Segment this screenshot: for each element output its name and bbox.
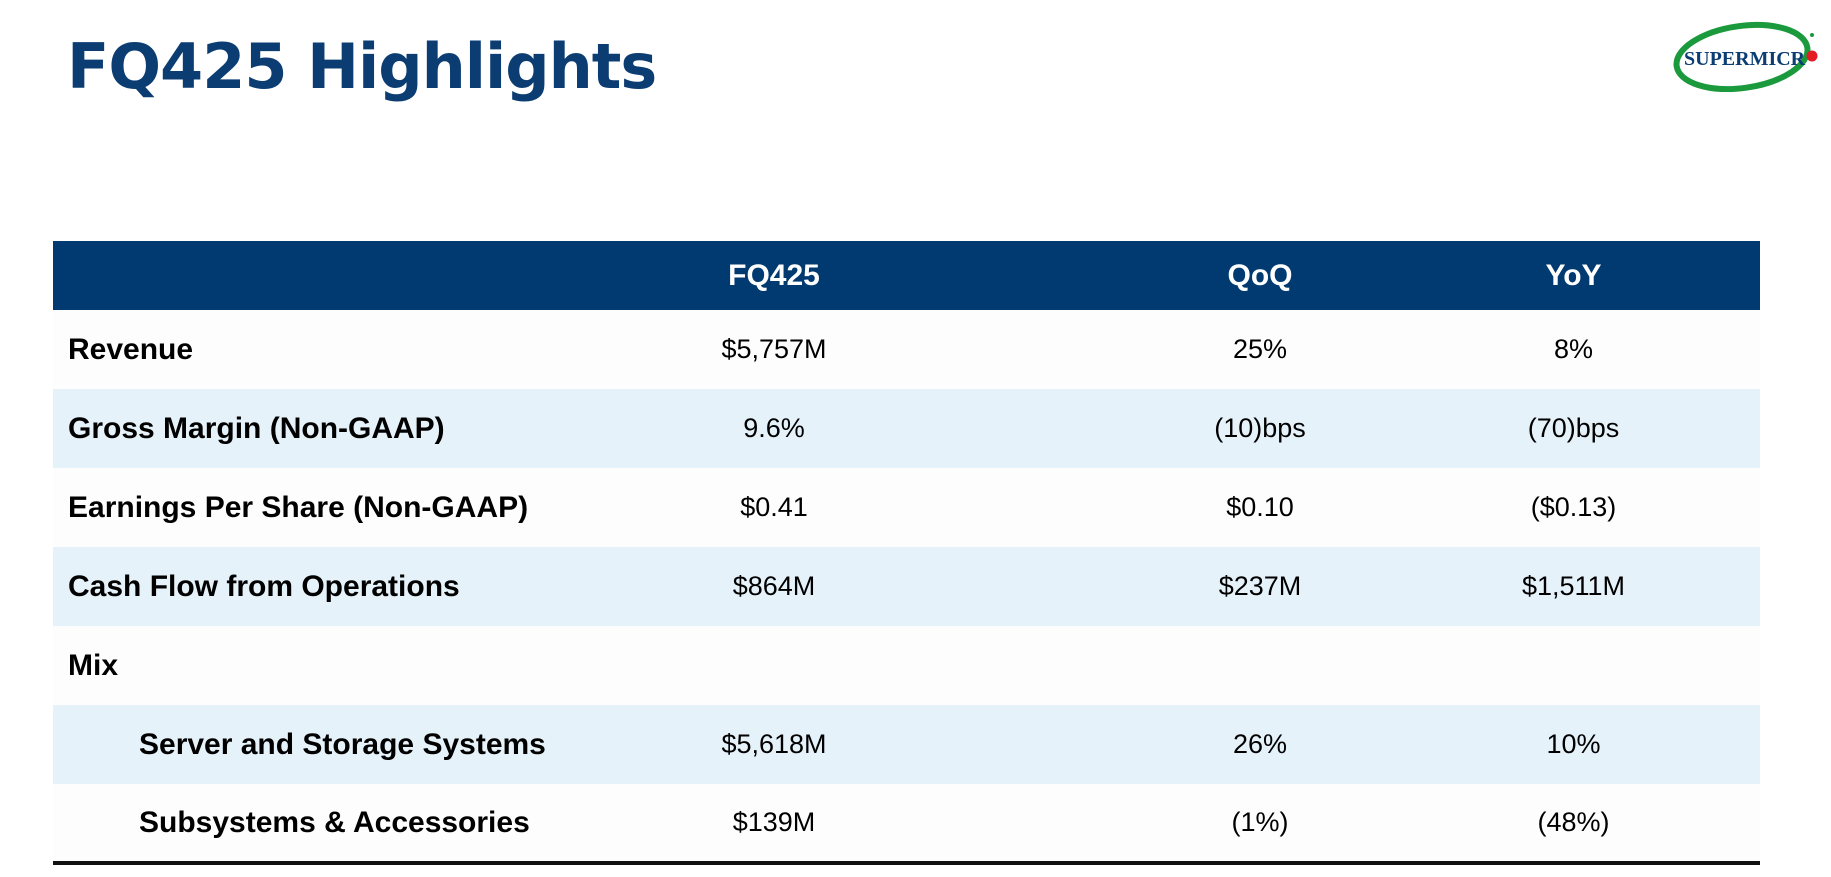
cell-fq425-value: $864M (732, 571, 816, 601)
row-label: Server and Storage Systems (139, 727, 546, 761)
cell-fq425-value: 9.6% (743, 413, 805, 443)
cell-fq425: 9.6% (613, 389, 1133, 468)
header-yoy: YoY (1545, 258, 1602, 292)
header-fq425-text: FQ425 (728, 258, 820, 292)
logo-small-dot (1810, 33, 1814, 37)
header-label (53, 241, 613, 310)
row-label: Subsystems & Accessories (139, 805, 530, 839)
logo-dot (1806, 50, 1818, 62)
table-row-eps: Earnings Per Share (Non-GAAP) $0.41 $0.1… (53, 468, 1760, 547)
supermicro-logo: SUPERMICR (1673, 21, 1818, 92)
header-qoq: QoQ (1227, 258, 1293, 292)
cell-fq425: $0.41 (613, 468, 1133, 547)
table-row-cash-flow: Cash Flow from Operations $864M $237M $1… (53, 547, 1760, 626)
row-label: Cash Flow from Operations (68, 569, 460, 603)
table-row-mix: Mix (53, 626, 1760, 705)
cell-fq425-value: $139M (732, 807, 816, 837)
cell-fq425: $864M (613, 547, 1133, 626)
cell-qoq: 26% (1232, 729, 1288, 759)
cell-yoy (1387, 626, 1760, 705)
row-label: Earnings Per Share (Non-GAAP) (68, 490, 529, 524)
logo-text: SUPERMICR (1684, 48, 1806, 70)
logo-ring (1673, 21, 1811, 92)
cell-yoy: ($0.13) (1530, 492, 1617, 522)
cell-fq425: $5,757M (613, 310, 1133, 389)
cell-qoq: $0.10 (1226, 492, 1294, 522)
cell-qoq: (10)bps (1214, 413, 1306, 443)
highlights-table: FQ425 QoQ YoY Revenue $5,757M 25% 8% Gro… (53, 241, 1760, 865)
cell-fq425 (613, 626, 1133, 705)
cell-qoq: $237M (1218, 571, 1302, 601)
cell-yoy: 10% (1546, 729, 1601, 759)
cell-fq425: $139M (613, 784, 1133, 863)
row-label: Revenue (68, 332, 194, 366)
cell-fq425: $5,618M (613, 705, 1133, 784)
page-title: FQ425 Highlights (67, 30, 657, 103)
cell-fq425-value: $0.41 (740, 492, 808, 522)
cell-fq425-value: $5,618M (721, 729, 827, 759)
table-row-revenue: Revenue $5,757M 25% 8% (53, 310, 1760, 389)
cell-yoy: (70)bps (1527, 413, 1620, 443)
cell-fq425-value: $5,757M (721, 334, 827, 364)
cell-qoq: 25% (1232, 334, 1288, 364)
table-header-row: FQ425 QoQ YoY (53, 241, 1760, 310)
cell-qoq (1133, 626, 1387, 705)
table-row-gross-margin: Gross Margin (Non-GAAP) 9.6% (10)bps (70… (53, 389, 1760, 468)
cell-yoy: 8% (1553, 334, 1594, 364)
row-label: Gross Margin (Non-GAAP) (68, 411, 445, 445)
header-fq425: FQ425 (613, 241, 1133, 310)
table-row-server-storage: Server and Storage Systems $5,618M 26% 1… (53, 705, 1760, 784)
table-row-subsystems: Subsystems & Accessories $139M (1%) (48%… (53, 784, 1760, 863)
row-label: Mix (68, 648, 119, 682)
cell-yoy: $1,511M (1521, 571, 1626, 601)
cell-yoy: (48%) (1537, 807, 1610, 837)
cell-qoq: (1%) (1231, 807, 1289, 837)
